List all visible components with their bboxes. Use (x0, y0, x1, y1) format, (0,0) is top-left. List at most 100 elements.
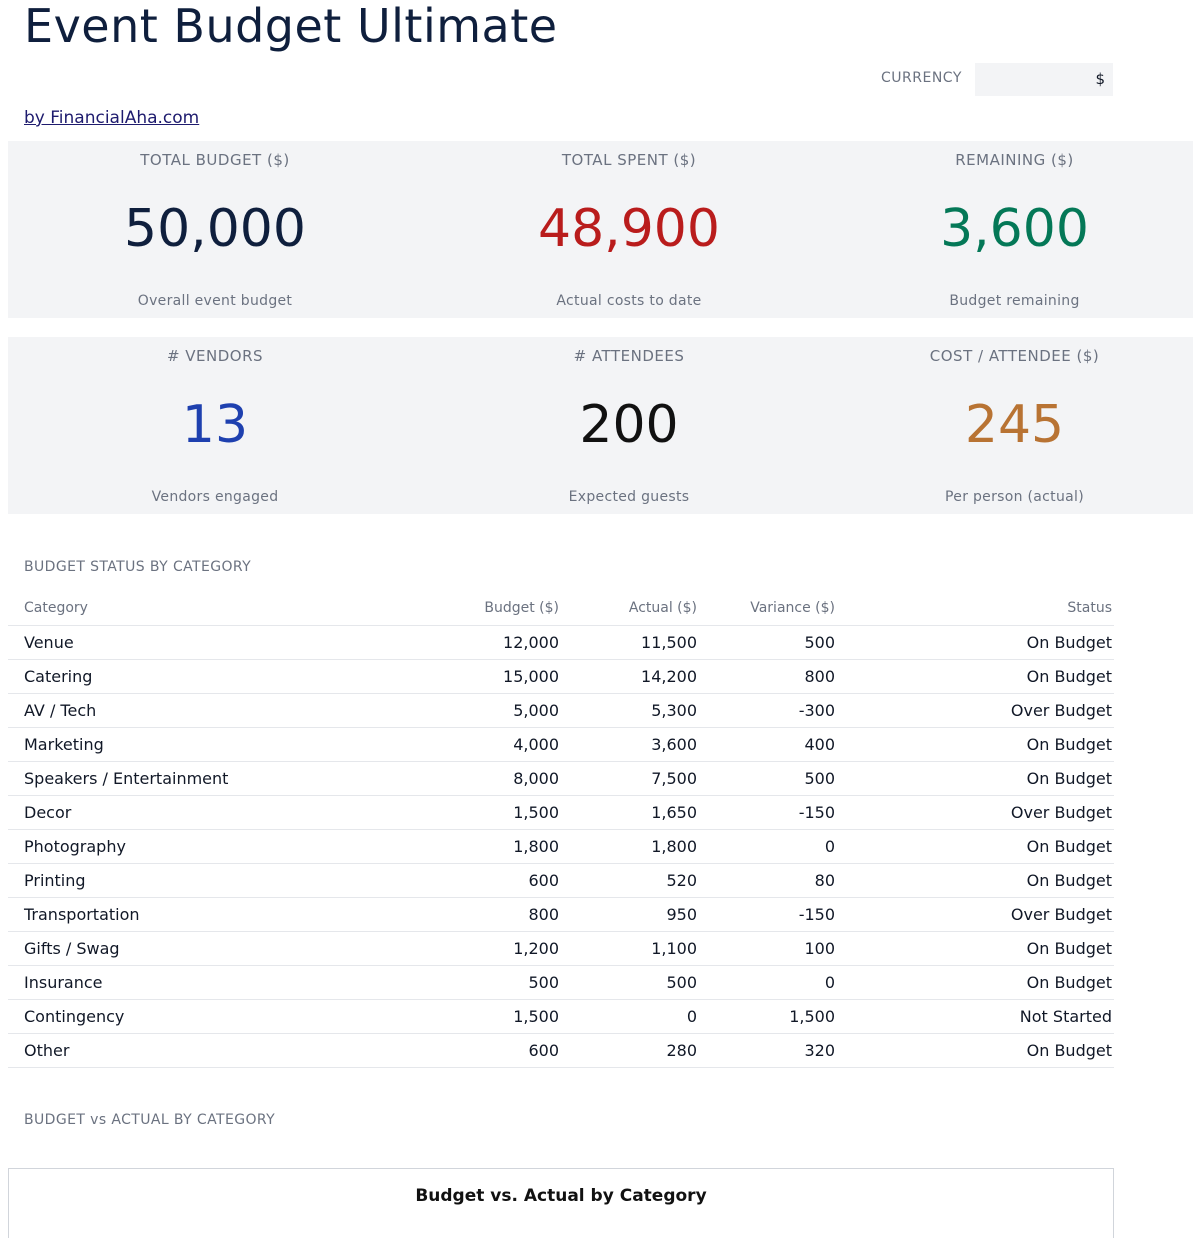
header-budget: Budget ($) (421, 591, 559, 626)
table-row: Other 600 280 320 On Budget (8, 1033, 1114, 1068)
cell-category: Decor (8, 795, 421, 830)
kpi-remaining: REMAINING ($) 3,600 Budget remaining (836, 141, 1193, 318)
cell-category: Insurance (8, 965, 421, 1000)
cell-actual: 280 (559, 1033, 697, 1068)
cell-variance: -300 (697, 693, 835, 728)
cell-variance: 0 (697, 829, 835, 864)
cell-status: On Budget (835, 1033, 1114, 1068)
cell-variance: -150 (697, 897, 835, 932)
cell-category: Catering (8, 659, 421, 694)
kpi-label: TOTAL BUDGET ($) (140, 151, 290, 169)
table-row: Venue 12,000 11,500 500 On Budget (8, 625, 1114, 660)
cell-status: On Budget (835, 863, 1114, 898)
cell-category: Marketing (8, 727, 421, 762)
cell-budget: 15,000 (421, 659, 559, 694)
cell-category: Printing (8, 863, 421, 898)
cell-status: On Budget (835, 931, 1114, 966)
cell-actual: 7,500 (559, 761, 697, 796)
table-row: Catering 15,000 14,200 800 On Budget (8, 659, 1114, 694)
table-row: Photography 1,800 1,800 0 On Budget (8, 829, 1114, 864)
kpi-value: 48,900 (538, 199, 720, 259)
cell-variance: 100 (697, 931, 835, 966)
cell-variance: 400 (697, 727, 835, 762)
kpi-value: 3,600 (940, 199, 1089, 259)
cell-budget: 600 (421, 863, 559, 898)
kpi-label: # VENDORS (166, 347, 264, 365)
cell-category: Contingency (8, 999, 421, 1034)
kpi-subtitle: Expected guests (568, 489, 690, 505)
cell-budget: 8,000 (421, 761, 559, 796)
cell-variance: 500 (697, 761, 835, 796)
kpi-label: TOTAL SPENT ($) (561, 151, 697, 169)
table-header-row: Category Budget ($) Actual ($) Variance … (8, 591, 1114, 626)
table-row: Decor 1,500 1,650 -150 Over Budget (8, 795, 1114, 830)
cell-category: Gifts / Swag (8, 931, 421, 966)
header-variance: Variance ($) (697, 591, 835, 626)
table-row: Speakers / Entertainment 8,000 7,500 500 On … (8, 761, 1114, 796)
cell-actual: 3,600 (559, 727, 697, 762)
kpi-total-spent: TOTAL SPENT ($) 48,900 Actual costs to d… (422, 141, 836, 318)
table-row: Transportation 800 950 -150 Over Budget (8, 897, 1114, 932)
cell-status: On Budget (835, 625, 1114, 660)
kpi-subtitle: Actual costs to date (556, 293, 702, 309)
cell-variance: 500 (697, 625, 835, 660)
cell-category: Transportation (8, 897, 421, 932)
kpi-row-financial: TOTAL BUDGET ($) 50,000 Overall event bu… (8, 141, 1193, 318)
cell-status: Over Budget (835, 897, 1114, 932)
cell-budget: 4,000 (421, 727, 559, 762)
byline-link[interactable]: by FinancialAha.com (24, 108, 200, 128)
cell-category: Speakers / Entertainment (8, 761, 421, 796)
cell-status: On Budget (835, 761, 1114, 796)
cell-actual: 0 (559, 999, 697, 1034)
status-section-title: BUDGET STATUS BY CATEGORY (24, 559, 252, 575)
cell-actual: 500 (559, 965, 697, 1000)
cell-budget: 600 (421, 1033, 559, 1068)
cell-actual: 950 (559, 897, 697, 932)
cell-actual: 14,200 (559, 659, 697, 694)
kpi-subtitle: Overall event budget (137, 293, 293, 309)
cell-budget: 500 (421, 965, 559, 1000)
cell-variance: 1,500 (697, 999, 835, 1034)
kpi-label: # ATTENDEES (573, 347, 685, 365)
cell-budget: 5,000 (421, 693, 559, 728)
cell-budget: 12,000 (421, 625, 559, 660)
cell-variance: 320 (697, 1033, 835, 1068)
cell-budget: 1,500 (421, 795, 559, 830)
cell-budget: 1,500 (421, 999, 559, 1034)
cell-budget: 800 (421, 897, 559, 932)
cell-actual: 1,800 (559, 829, 697, 864)
cell-actual: 520 (559, 863, 697, 898)
cell-budget: 1,800 (421, 829, 559, 864)
cell-status: On Budget (835, 727, 1114, 762)
cell-actual: 5,300 (559, 693, 697, 728)
cell-actual: 11,500 (559, 625, 697, 660)
cell-status: On Budget (835, 659, 1114, 694)
table-row: Contingency 1,500 0 1,500 Not Started (8, 999, 1114, 1034)
kpi-subtitle: Vendors engaged (151, 489, 279, 505)
chart-section-title: BUDGET vs ACTUAL BY CATEGORY (24, 1112, 276, 1128)
cell-status: On Budget (835, 829, 1114, 864)
cell-actual: 1,100 (559, 931, 697, 966)
header-status: Status (835, 591, 1114, 626)
kpi-total-budget: TOTAL BUDGET ($) 50,000 Overall event bu… (8, 141, 422, 318)
header-actual: Actual ($) (559, 591, 697, 626)
kpi-value: 50,000 (124, 199, 306, 259)
cell-variance: 0 (697, 965, 835, 1000)
kpi-value: 200 (579, 395, 679, 455)
cell-status: Over Budget (835, 693, 1114, 728)
chart-title: Budget vs. Actual by Category (415, 1186, 707, 1206)
kpi-label: REMAINING ($) (955, 151, 1074, 169)
kpi-value: 245 (964, 395, 1065, 455)
currency-input[interactable]: $ (975, 63, 1113, 96)
cell-category: Venue (8, 625, 421, 660)
cell-variance: -150 (697, 795, 835, 830)
table-row: Gifts / Swag 1,200 1,100 100 On Budget (8, 931, 1114, 966)
cell-actual: 1,650 (559, 795, 697, 830)
kpi-subtitle: Per person (actual) (945, 489, 1084, 505)
budget-status-table: Category Budget ($) Actual ($) Variance … (8, 591, 1114, 1068)
table-row: Printing 600 520 80 On Budget (8, 863, 1114, 898)
cell-category: Other (8, 1033, 421, 1068)
kpi-attendees: # ATTENDEES 200 Expected guests (422, 337, 836, 514)
kpi-subtitle: Budget remaining (949, 293, 1080, 309)
cell-variance: 800 (697, 659, 835, 694)
